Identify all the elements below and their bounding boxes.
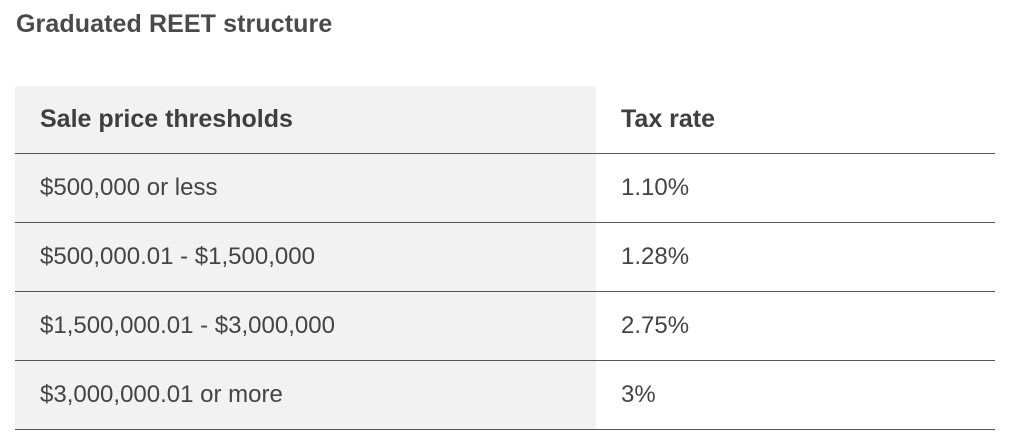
threshold-cell: $500,000.01 - $1,500,000 — [15, 222, 596, 292]
rate-cell: 2.75% — [596, 291, 995, 361]
rate-cell: 1.10% — [596, 153, 995, 223]
rate-cell: 3% — [596, 360, 995, 430]
table-row: $3,000,000.01 or more 3% — [15, 360, 995, 430]
threshold-cell: $1,500,000.01 - $3,000,000 — [15, 291, 596, 361]
threshold-cell: $500,000 or less — [15, 153, 596, 223]
rate-cell: 1.28% — [596, 222, 995, 292]
header-sale-price-thresholds: Sale price thresholds — [15, 86, 596, 154]
table-row: $1,500,000.01 - $3,000,000 2.75% — [15, 291, 995, 361]
table-row: $500,000 or less 1.10% — [15, 153, 995, 223]
threshold-cell: $3,000,000.01 or more — [15, 360, 596, 430]
page-title: Graduated REET structure — [16, 10, 333, 38]
header-tax-rate: Tax rate — [596, 86, 995, 154]
reet-rate-table: Sale price thresholds Tax rate $500,000 … — [15, 86, 995, 430]
table-row: $500,000.01 - $1,500,000 1.28% — [15, 222, 995, 292]
table-header-row: Sale price thresholds Tax rate — [15, 86, 995, 154]
